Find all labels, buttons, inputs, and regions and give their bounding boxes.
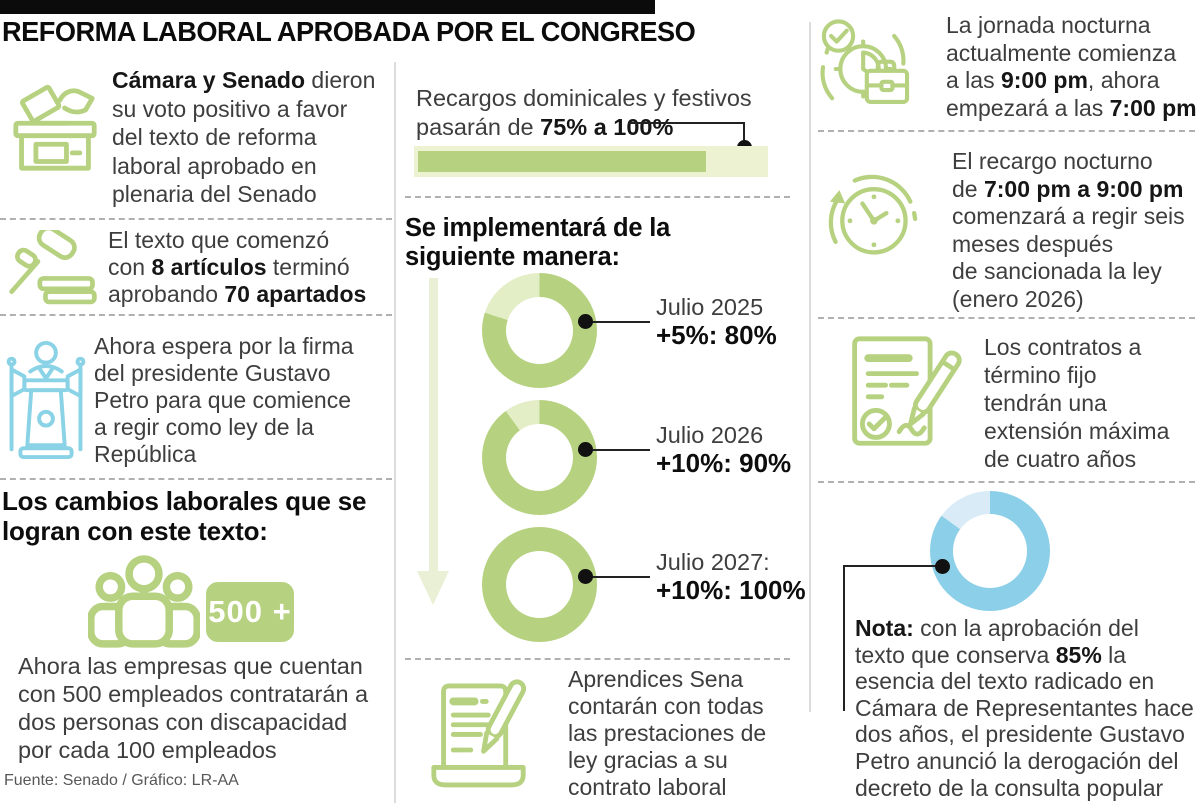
page-title: REFORMA LABORAL APROBADA POR EL CONGRESO xyxy=(2,16,696,47)
connector-line-h xyxy=(628,122,745,124)
night-surcharge-clock-icon xyxy=(826,162,918,270)
donut-hole xyxy=(506,424,573,491)
donut-hole xyxy=(953,514,1027,588)
sena-text: Aprendices Sena contarán con todas las p… xyxy=(568,666,767,800)
donut-value: +10%: 100% xyxy=(656,575,806,605)
separator xyxy=(0,314,392,316)
donut-chart-2025 xyxy=(482,273,597,388)
night-shift-text: La jornada nocturna actualmente comienza… xyxy=(946,12,1197,121)
donut-label-2025: Julio 2025 +5%: 80% xyxy=(656,294,777,350)
donut-chart-2026 xyxy=(482,400,597,515)
donut-value: +5%: 80% xyxy=(656,320,777,350)
sena-contract-icon xyxy=(428,670,530,796)
night-surcharge-text: El recargo nocturno de 7:00 pm a 9:00 pm… xyxy=(952,148,1185,312)
fixed-contract-text: Los contratos a término fijo tendrán una… xyxy=(984,334,1170,472)
donut-year: Julio 2027: xyxy=(656,549,770,575)
separator xyxy=(405,658,790,660)
note-connector-line-v xyxy=(843,565,845,711)
separator xyxy=(0,218,392,220)
donut-connector-dot xyxy=(578,569,593,584)
donut-year: Julio 2025 xyxy=(656,294,764,320)
separator xyxy=(818,130,1195,132)
donut-label-2027: Julio 2027: +10%: 100% xyxy=(656,549,806,605)
column-divider-1 xyxy=(394,62,396,803)
vote-text: Cámara y Senado dieron su voto positivo … xyxy=(112,67,376,207)
donut-connector-line xyxy=(592,321,650,323)
disability-hiring-text: Ahora las empresas que cuentan con 500 e… xyxy=(18,653,369,763)
connector-line-v xyxy=(743,122,745,144)
separator xyxy=(818,481,1195,483)
donut-connector-dot xyxy=(578,314,593,329)
note-text: Nota: con la aprobación del texto que co… xyxy=(855,615,1194,801)
people-group-icon xyxy=(88,552,200,648)
signature-text: Ahora espera por la firma del presidente… xyxy=(94,333,354,467)
donut-connector-line xyxy=(592,576,650,578)
source-credit: Fuente: Senado / Gráfico: LR-AA xyxy=(4,772,239,789)
donut-chart-2027 xyxy=(482,527,597,642)
separator xyxy=(405,196,790,198)
note-connector-line-h xyxy=(844,565,936,567)
separator xyxy=(0,478,392,480)
donut-connector-line xyxy=(592,449,650,451)
note-donut-chart xyxy=(930,491,1050,611)
donut-hole xyxy=(506,551,573,618)
employees-badge: 500 + xyxy=(206,582,294,642)
donut-label-2026: Julio 2026 +10%: 90% xyxy=(656,422,791,478)
ballot-box-icon xyxy=(12,80,98,178)
gavel-icon xyxy=(6,230,100,310)
column-divider-2 xyxy=(809,22,811,712)
changes-header: Los cambios laborales que se logran con … xyxy=(2,486,367,546)
surcharge-text: Recargos dominicales y festivos pasarán … xyxy=(416,85,752,140)
implementation-header: Se implementará de la siguiente manera: xyxy=(405,214,671,271)
work-schedule-clock-icon xyxy=(816,16,914,122)
articles-text: El texto que comenzó con 8 artículos ter… xyxy=(108,227,367,307)
down-arrow-head xyxy=(417,571,449,605)
note-connector-dot xyxy=(935,559,950,574)
down-arrow-stem xyxy=(429,278,438,572)
donut-hole xyxy=(506,297,573,364)
donut-connector-dot xyxy=(578,442,593,457)
fixed-contract-icon xyxy=(844,333,962,451)
top-black-bar xyxy=(0,0,655,14)
podium-icon xyxy=(4,338,88,462)
surcharge-bar xyxy=(414,146,768,177)
donut-year: Julio 2026 xyxy=(656,422,764,448)
surcharge-bar-fill xyxy=(418,151,706,172)
separator xyxy=(818,317,1195,319)
donut-value: +10%: 90% xyxy=(656,448,792,478)
